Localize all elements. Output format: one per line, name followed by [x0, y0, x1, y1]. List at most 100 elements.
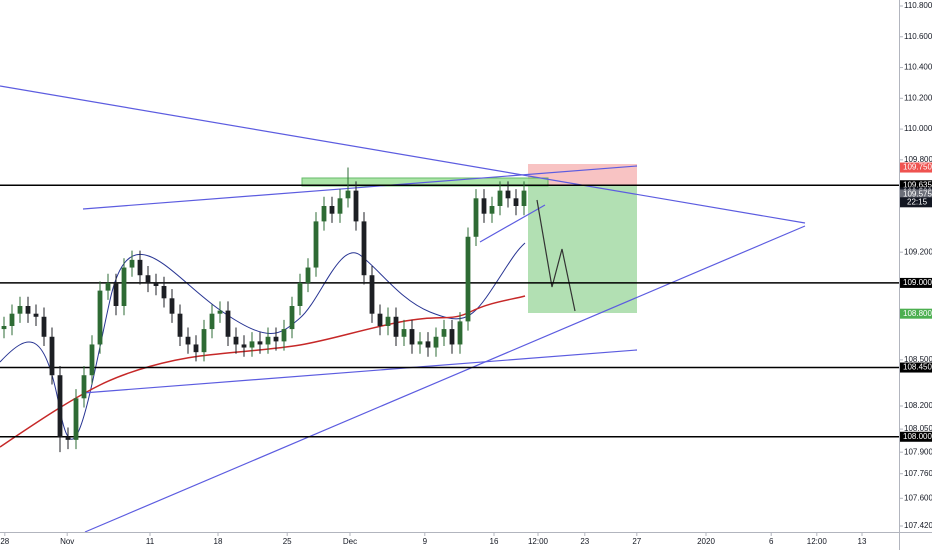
candle-body — [289, 306, 295, 330]
price-tag-label: 108.000 — [903, 432, 932, 441]
candle-body — [313, 221, 319, 268]
candle-body — [273, 336, 279, 342]
candle-body — [361, 221, 367, 276]
candle-body — [97, 290, 103, 345]
countdown-tag — [900, 197, 932, 208]
y-tick-label: 110.200 — [904, 93, 932, 102]
x-tick-label: Dec — [343, 537, 357, 546]
price-tag-label: 109.000 — [903, 278, 932, 287]
price-tag — [900, 431, 932, 442]
price-tag — [900, 362, 932, 373]
price-tag — [900, 277, 932, 288]
stop-zone — [528, 164, 637, 185]
candle-body — [233, 336, 239, 345]
candle-body — [489, 206, 495, 214]
candle-body — [129, 259, 135, 268]
y-tick-label: 107.420 — [904, 521, 932, 530]
y-tick-label: 108.050 — [904, 424, 932, 433]
price-tag-label: 108.450 — [903, 363, 932, 372]
candle-body — [33, 313, 39, 317]
candle-body — [137, 259, 143, 276]
x-tick-label: 9 — [423, 537, 428, 546]
x-tick-label: 25 — [283, 537, 292, 546]
candle-body — [177, 313, 183, 337]
price-tag — [900, 162, 932, 173]
x-tick-label: 13 — [858, 537, 867, 546]
candle-body — [345, 190, 351, 199]
candle-body — [1, 326, 7, 330]
candle-body — [497, 190, 503, 206]
candle-body — [225, 310, 231, 337]
candle-body — [185, 336, 191, 345]
x-tick-label: Nov — [60, 537, 74, 546]
candle-body — [161, 286, 167, 299]
candle-body — [449, 329, 455, 345]
trend-line — [82, 165, 638, 210]
candle-body — [393, 316, 399, 337]
candle-body — [25, 306, 31, 314]
candle-body — [353, 190, 359, 222]
y-tick-label: 109.800 — [904, 155, 932, 164]
candle-body — [417, 341, 423, 345]
x-tick-label: 12:00 — [807, 537, 828, 546]
price-tag-label: 109.750 — [903, 163, 932, 172]
price-tag-label: 109.635 — [903, 180, 932, 189]
candle-body — [49, 336, 55, 376]
y-tick-label: 109.200 — [904, 247, 932, 256]
price-tag — [900, 308, 932, 319]
candle-body — [521, 190, 527, 206]
x-tick-label: 16 — [490, 537, 499, 546]
y-tick-label: 110.600 — [904, 32, 932, 41]
candle-body — [105, 282, 111, 291]
candle-body — [57, 375, 63, 437]
projection — [536, 199, 576, 312]
candle-body — [89, 344, 95, 376]
candle-body — [377, 313, 383, 326]
candle-body — [513, 198, 519, 206]
y-tick-label: 108.500 — [904, 355, 932, 364]
candle-body — [121, 267, 127, 306]
x-tick-label: 27 — [632, 537, 641, 546]
trend-line — [84, 225, 806, 533]
candle-body — [369, 275, 375, 314]
candle-body — [65, 436, 71, 440]
y-tick-label: 107.900 — [904, 447, 932, 456]
countdown: 22:15 — [907, 197, 928, 206]
candle-body — [73, 398, 79, 440]
x-tick-label: 11 — [146, 537, 155, 546]
x-tick-label: 6 — [769, 537, 774, 546]
candle-body — [321, 206, 327, 222]
candle-body — [169, 298, 175, 314]
x-tick-label: 12:00 — [528, 537, 549, 546]
candle-body — [17, 306, 23, 314]
candle-body — [217, 310, 223, 314]
candle-body — [249, 341, 255, 348]
candle-body — [209, 313, 215, 330]
trend-line — [82, 349, 638, 394]
candle-body — [305, 267, 311, 283]
y-tick-label: 107.760 — [904, 469, 932, 478]
trend-line — [479, 204, 546, 243]
candle-body — [505, 190, 511, 199]
price-tag-label: 108.800 — [903, 309, 932, 318]
price-tag — [900, 180, 932, 191]
candle-body — [433, 336, 439, 348]
candle-body — [457, 321, 463, 345]
drawings — [0, 85, 806, 533]
candle-body — [241, 344, 247, 348]
candle-body — [201, 329, 207, 353]
candle-body — [465, 236, 471, 322]
candle-body — [329, 206, 335, 214]
candle-body — [265, 336, 271, 345]
candle-body — [409, 329, 415, 345]
candle-body — [41, 316, 47, 337]
target-zone — [528, 185, 637, 313]
moving-average — [0, 295, 526, 448]
candle-body — [337, 198, 343, 214]
candle-body — [441, 329, 447, 337]
candles — [1, 167, 527, 453]
candle-body — [153, 282, 159, 286]
y-tick-label: 110.400 — [904, 63, 932, 72]
